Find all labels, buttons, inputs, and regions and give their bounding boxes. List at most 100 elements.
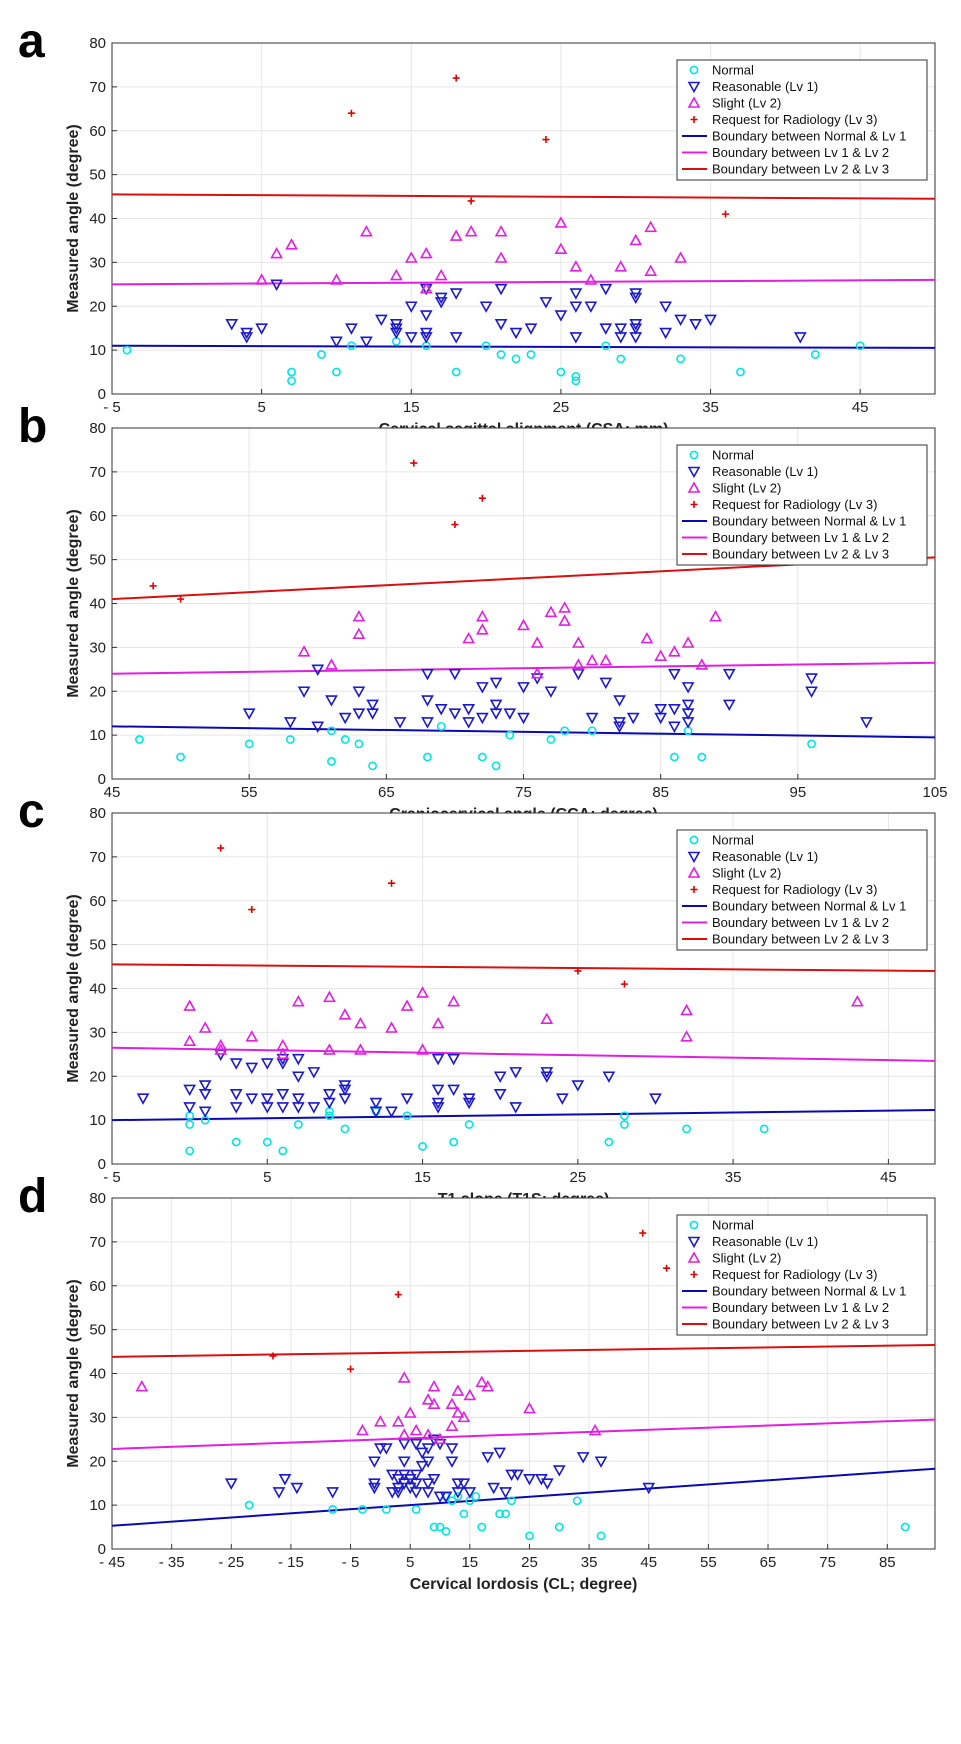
point-radiology	[248, 906, 256, 914]
point-reasonable	[434, 292, 448, 305]
point-reasonable	[369, 1106, 383, 1118]
point-radiology	[388, 879, 396, 887]
point-radiology	[217, 844, 225, 852]
point-slight	[198, 1021, 212, 1033]
y-tick-label: 60	[89, 1278, 106, 1295]
point-slight	[558, 601, 572, 613]
point-normal	[411, 1505, 421, 1514]
point-normal	[496, 350, 506, 359]
point-reasonable	[368, 1456, 381, 1468]
point-reasonable	[229, 1102, 243, 1114]
point-slight	[297, 645, 311, 657]
scatter-chart-a: - 551525354501020304050607080Cervical sa…	[65, 35, 936, 438]
point-normal	[244, 1500, 254, 1510]
point-radiology	[347, 109, 355, 117]
x-ticks: - 45 - 35 - 25 - 15 - 5 5 15 25 35 45 55 65 75 85	[99, 1544, 896, 1571]
point-reasonable	[629, 323, 643, 335]
point-reasonable	[602, 1071, 616, 1083]
point-reasonable	[599, 283, 613, 296]
y-tick-label: 60	[89, 123, 106, 140]
point-reasonable	[793, 332, 807, 344]
point-reasonable	[659, 327, 673, 340]
point-reasonable	[421, 1456, 435, 1468]
y-tick-label: 80	[89, 805, 106, 822]
x-tick-label: 55	[241, 784, 258, 801]
point-reasonable	[462, 1097, 476, 1110]
x-tick-label: 45	[880, 1169, 897, 1186]
point-slight	[330, 273, 343, 285]
x-tick-label: 55	[700, 1554, 717, 1571]
point-slight	[397, 1428, 411, 1440]
point-slight	[214, 1043, 228, 1055]
point-radiology	[467, 197, 475, 205]
point-radiology	[452, 74, 460, 82]
point-slight	[680, 1003, 693, 1016]
point-reasonable	[136, 1093, 150, 1105]
point-reasonable	[409, 1478, 423, 1490]
point-slight	[385, 1021, 398, 1033]
y-tick-label: 0	[98, 771, 106, 788]
point-normal	[231, 1137, 241, 1147]
point-normal	[122, 345, 132, 355]
point-reasonable	[585, 712, 599, 725]
point-reasonable	[379, 1443, 393, 1455]
legend-label-radiology: Request for Radiology (Lv 3)	[712, 112, 877, 127]
point-reasonable	[659, 301, 673, 313]
point-normal	[449, 1137, 459, 1147]
point-reasonable	[198, 1080, 212, 1092]
point-reasonable	[291, 1071, 305, 1083]
point-normal	[436, 721, 446, 731]
scatter-chart-c: - 551525354501020304050607080T1 slope (T…	[65, 805, 936, 1208]
point-reasonable	[433, 1491, 447, 1503]
point-reasonable	[509, 1067, 523, 1079]
point-reasonable	[569, 332, 583, 344]
point-reasonable	[404, 332, 418, 344]
point-reasonable	[393, 717, 407, 729]
point-normal	[620, 1120, 629, 1129]
point-normal	[560, 726, 570, 736]
point-reasonable	[198, 1106, 212, 1118]
legend-label-slight: Slight (Lv 2)	[712, 1251, 781, 1266]
point-reasonable	[530, 673, 544, 685]
point-reasonable	[291, 1093, 305, 1105]
point-normal	[423, 752, 432, 762]
point-normal	[418, 1142, 427, 1151]
point-reasonable	[391, 1487, 405, 1499]
legend-marker-radiology	[690, 501, 698, 508]
legend-marker-slight	[687, 96, 701, 108]
legend-label-b1: Boundary between Normal & Lv 1	[712, 514, 906, 529]
panel-b: b 45556575859510501020304050607080Cranio…	[0, 385, 961, 823]
point-normal	[340, 735, 350, 744]
point-slight	[245, 1030, 259, 1042]
point-reasonable	[421, 695, 434, 707]
y-axis-label: Measured angle (degree)	[65, 1279, 82, 1468]
point-slight	[530, 636, 544, 648]
point-reasonable	[503, 708, 517, 720]
point-normal	[287, 376, 296, 386]
point-radiology	[663, 1264, 671, 1272]
point-reasonable	[571, 1080, 585, 1092]
point-slight	[433, 1432, 447, 1445]
point-reasonable	[463, 1487, 477, 1499]
point-slight	[360, 225, 373, 237]
x-tick-label: 65	[378, 784, 395, 801]
point-reasonable	[626, 712, 640, 725]
legend-marker-normal	[689, 450, 699, 460]
point-slight	[325, 658, 338, 670]
legend-box	[676, 829, 928, 951]
point-reasonable	[654, 703, 668, 716]
x-tick-label: - 5	[103, 1169, 121, 1186]
legend-label-b1: Boundary between Normal & Lv 1	[712, 129, 906, 144]
point-radiology	[620, 980, 628, 988]
point-reasonable	[448, 668, 462, 681]
point-reasonable	[448, 708, 462, 720]
point-slight	[462, 631, 475, 644]
point-radiology	[269, 1352, 277, 1360]
point-normal	[554, 1522, 564, 1532]
y-tick-label: 50	[89, 552, 106, 569]
point-reasonable	[517, 712, 530, 725]
point-reasonable	[457, 1478, 471, 1490]
x-tick-label: 25	[521, 1554, 538, 1571]
point-reasonable	[431, 1053, 445, 1066]
point-reasonable	[487, 1482, 501, 1495]
